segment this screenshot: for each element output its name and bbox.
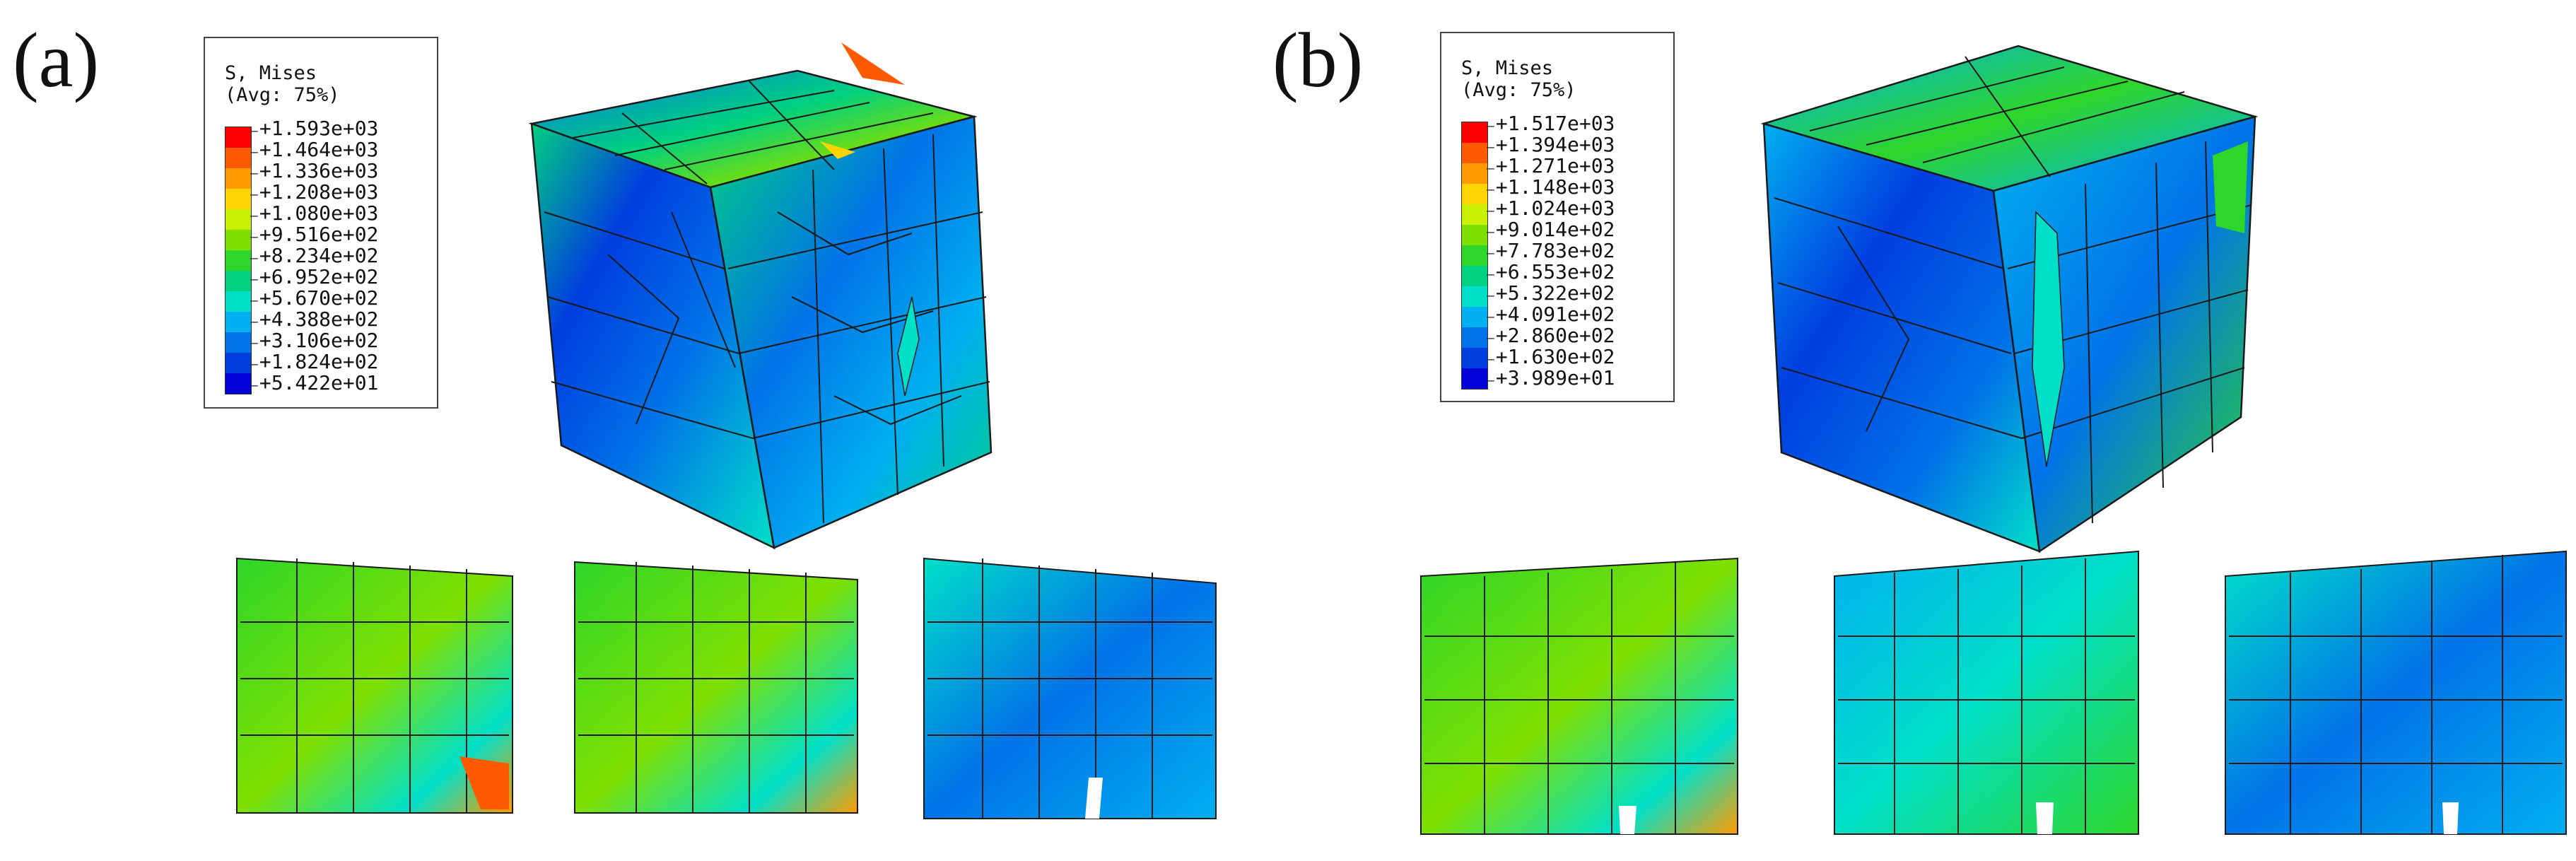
color-scale-swatch: [226, 332, 251, 353]
color-scale-swatch: [226, 271, 251, 291]
color-scale-swatch: [226, 373, 251, 394]
cube-model-a: [528, 42, 993, 550]
slice-b-1: [1420, 557, 1738, 835]
color-scale-swatch: [1462, 368, 1487, 389]
legend-title: S, Mises (Avg: 75%): [1461, 57, 1576, 101]
color-scale-swatch: [226, 168, 251, 189]
legend-value: +5.670e+02: [250, 288, 379, 309]
legend-value: +1.024e+03: [1487, 198, 1615, 219]
color-scale-swatch: [226, 127, 251, 148]
legend-value: +3.989e+01: [1487, 368, 1615, 389]
slice-b-2: [1834, 550, 2139, 835]
legend-value: +6.553e+02: [1487, 262, 1615, 283]
color-scale-swatch: [226, 250, 251, 271]
cube-model-b: [1760, 45, 2259, 554]
legend-value: +9.516e+02: [250, 224, 379, 245]
legend-value: +1.271e+03: [1487, 156, 1615, 177]
legend-value: +3.106e+02: [250, 330, 379, 351]
legend-title: S, Mises (Avg: 75%): [225, 62, 340, 106]
panel-label-a: (a): [13, 17, 100, 103]
color-scale-swatch: [1462, 225, 1487, 245]
legend-value: +1.394e+03: [1487, 134, 1615, 156]
color-scale-swatch: [226, 209, 251, 230]
color-scale-swatch: [226, 291, 251, 312]
color-scale-swatch: [1462, 348, 1487, 368]
legend-value: +2.860e+02: [1487, 325, 1615, 346]
legend-value: +7.783e+02: [1487, 240, 1615, 262]
color-scale-swatch: [1462, 143, 1487, 163]
legend-value: +1.593e+03: [250, 118, 379, 139]
legend-value: +4.388e+02: [250, 309, 379, 330]
color-scale-swatch: [1462, 122, 1487, 143]
color-scale-swatch: [226, 312, 251, 332]
stress-legend-b: S, Mises (Avg: 75%) +1.517e+03 +1.394e+0…: [1440, 32, 1675, 402]
legend-variable: S, Mises: [1461, 57, 1554, 79]
legend-value: +1.208e+03: [250, 182, 379, 203]
color-scale-swatch: [1462, 245, 1487, 266]
color-scale-swatch: [1462, 184, 1487, 204]
legend-variable: S, Mises: [225, 62, 317, 84]
slice-b-3: [2225, 550, 2567, 835]
legend-values: +1.593e+03 +1.464e+03 +1.336e+03 +1.208e…: [250, 118, 379, 394]
legend-value: +6.952e+02: [250, 266, 379, 288]
color-scale-swatch: [1462, 266, 1487, 286]
legend-value: +1.517e+03: [1487, 113, 1615, 134]
color-scale-swatch: [1462, 307, 1487, 327]
legend-value: +5.422e+01: [250, 373, 379, 394]
legend-value: +1.148e+03: [1487, 177, 1615, 198]
legend-value: +9.014e+02: [1487, 219, 1615, 240]
color-scale-swatch: [1462, 163, 1487, 184]
color-scale-swatch: [226, 148, 251, 168]
slice-a-1: [236, 557, 513, 814]
color-scale-swatch: [226, 230, 251, 250]
panel-label-b: (b): [1272, 17, 1364, 103]
color-scale-swatch: [1462, 286, 1487, 307]
legend-value: +1.824e+02: [250, 351, 379, 373]
stress-legend-a: S, Mises (Avg: 75%) +1.593e+03 +1.464e+0…: [204, 37, 438, 409]
color-scale-swatch: [226, 353, 251, 373]
legend-value: +1.464e+03: [250, 139, 379, 160]
color-scale-swatch: [226, 189, 251, 209]
slice-a-2: [574, 561, 858, 814]
legend-averaging: (Avg: 75%): [225, 84, 340, 106]
color-scale-swatch: [1462, 204, 1487, 225]
color-scale-bar: [225, 127, 252, 394]
color-scale-swatch: [1462, 327, 1487, 348]
legend-value: +5.322e+02: [1487, 283, 1615, 304]
legend-value: +8.234e+02: [250, 245, 379, 266]
legend-value: +4.091e+02: [1487, 304, 1615, 325]
legend-averaging: (Avg: 75%): [1461, 79, 1576, 101]
legend-value: +1.630e+02: [1487, 346, 1615, 368]
slice-a-3: [923, 557, 1217, 819]
legend-values: +1.517e+03 +1.394e+03 +1.271e+03 +1.148e…: [1487, 113, 1615, 389]
color-scale-bar: [1461, 122, 1488, 390]
legend-value: +1.336e+03: [250, 160, 379, 182]
legend-value: +1.080e+03: [250, 203, 379, 224]
